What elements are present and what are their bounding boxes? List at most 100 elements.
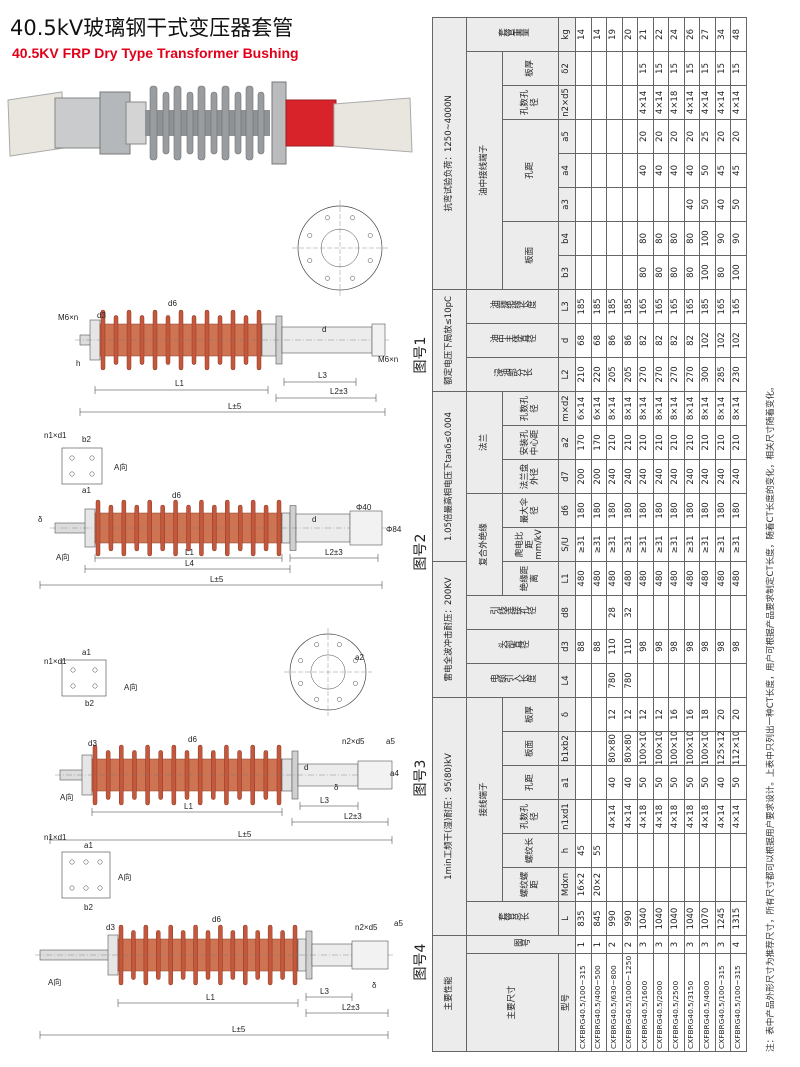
cell: 185 [622, 289, 638, 324]
cell: 12 [653, 697, 669, 732]
cell [699, 663, 715, 698]
symbol: d8 [558, 595, 576, 630]
cell: 165 [637, 289, 653, 324]
cell: ≥31 [715, 527, 731, 562]
model: CXFBRG40.5/4000 [699, 953, 715, 1052]
cell: 15 [668, 51, 684, 86]
cell: 40 [715, 187, 731, 222]
cell: 270 [684, 357, 700, 392]
dimension-label: d6 [212, 915, 221, 924]
cell [575, 187, 591, 222]
cell: 20 [715, 697, 731, 732]
cell: 3 [653, 935, 669, 954]
cell: 19 [606, 17, 622, 52]
model: CXFBRG40.5/2000 [653, 953, 669, 1052]
symbol: a4 [558, 153, 576, 188]
hole [314, 642, 320, 648]
cell: 86 [606, 323, 622, 358]
cell [575, 731, 591, 766]
cell: 50 [699, 187, 715, 222]
cell: 240 [637, 459, 653, 494]
cell [637, 867, 653, 902]
symbol: L3 [558, 289, 576, 324]
cell: 240 [699, 459, 715, 494]
cell: 180 [622, 493, 638, 528]
cell: 285 [715, 357, 731, 392]
hole [89, 471, 95, 477]
symbol: a1 [558, 765, 576, 800]
cell: 80 [668, 221, 684, 256]
symbol: kg [558, 17, 576, 52]
cell: 210 [668, 425, 684, 460]
symbol: d6 [558, 493, 576, 528]
dimension-label: a1 [82, 486, 91, 495]
cell: 88 [575, 629, 591, 664]
cell: ≥31 [699, 527, 715, 562]
cell [715, 867, 731, 902]
cell: 210 [730, 425, 746, 460]
cell [606, 867, 622, 902]
cell: 100×100 [684, 731, 700, 766]
cell: 240 [653, 459, 669, 494]
cell: 4×14 [653, 85, 669, 120]
cell: 990 [606, 901, 622, 936]
cell: 240 [730, 459, 746, 494]
cell: 80 [668, 255, 684, 290]
cell: 90 [730, 221, 746, 256]
cell: 80 [715, 255, 731, 290]
column-header: 安装孔中心距 [502, 425, 559, 460]
dimension-label: A向 [118, 872, 131, 882]
symbol: L4 [558, 663, 576, 698]
cell: 240 [684, 459, 700, 494]
cell: 780 [622, 663, 638, 698]
cell [637, 595, 653, 630]
dimension-label: L±5 [232, 1025, 246, 1034]
hole [69, 885, 75, 891]
cell: 240 [606, 459, 622, 494]
cell: 4×14 [730, 85, 746, 120]
dimension-label: L±5 [238, 830, 252, 839]
data-row: CXFBRG40.5/2500 3 1040 4×18 50 100×100 16 98 480… [668, 17, 684, 1052]
cell [575, 119, 591, 154]
cell: 82 [668, 323, 684, 358]
cell: ≥31 [730, 527, 746, 562]
footnote: 注：表中产品外形尺寸为推荐尺寸，所有尺寸都可以根据用户要求设计。上表中只列出一种… [766, 382, 776, 1052]
cell: 480 [622, 561, 638, 596]
cell: 90 [715, 221, 731, 256]
cell: 12 [622, 697, 638, 732]
cell: 4×14 [637, 85, 653, 120]
hole [352, 680, 358, 686]
cell: 100×100 [668, 731, 684, 766]
cell: 835 [575, 901, 591, 936]
cell: 20 [715, 119, 731, 154]
dimension-label: L±5 [228, 402, 242, 411]
column-header: 油端绝缘长度 [466, 289, 559, 324]
column-header: 电缆引入长度 [466, 663, 559, 698]
cell: 20 [730, 119, 746, 154]
cell: 50 [684, 765, 700, 800]
column-header: 孔距 [502, 765, 559, 800]
cell: 480 [653, 561, 669, 596]
cell [730, 595, 746, 630]
cell [715, 595, 731, 630]
column-row: 螺纹螺距 螺纹长 孔数孔径 孔距 板面 板厚 绝缘距离 爬电比距mm/kV 最大伞径 法兰盘外径安… [502, 17, 559, 1051]
cell [622, 119, 638, 154]
cell: 8×14 [684, 391, 700, 426]
cell: 24 [668, 17, 684, 52]
hole [336, 696, 342, 702]
cell: 80×80 [606, 731, 622, 766]
cell [684, 833, 700, 868]
cell: 2 [622, 935, 638, 954]
cell: 16 [684, 697, 700, 732]
cell: 27 [699, 17, 715, 52]
column-header: 绝缘距离 [502, 561, 559, 596]
cell [622, 255, 638, 290]
size-label: 主要尺寸 [466, 953, 559, 1052]
cell [606, 119, 622, 154]
dimension-label: n2×d5 [342, 737, 365, 746]
cell: 45 [730, 153, 746, 188]
hole [89, 455, 95, 461]
cell [715, 833, 731, 868]
cell [591, 221, 607, 256]
